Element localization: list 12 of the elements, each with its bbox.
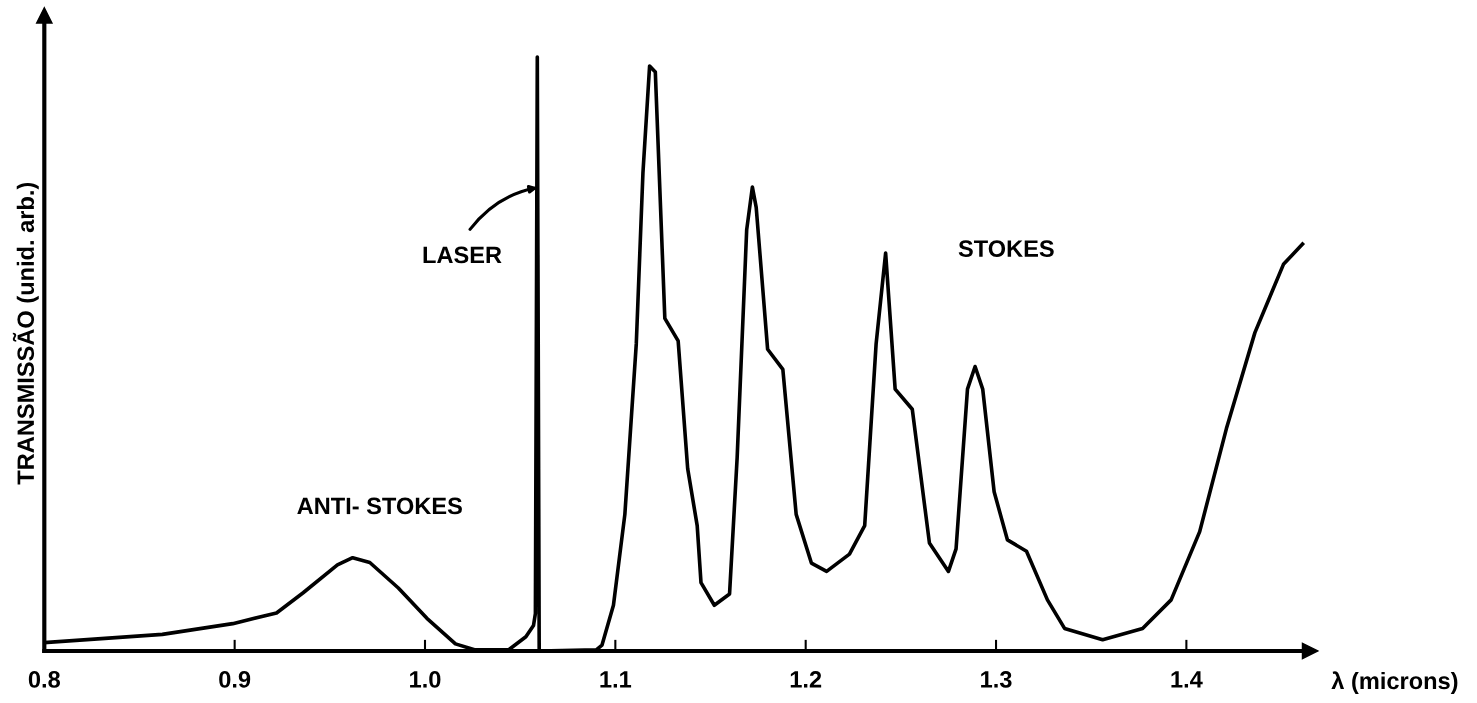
y-axis-title: TRANSMISSÃO (unid. arb.)	[12, 182, 39, 485]
x-tick-label: 0.8	[28, 671, 60, 688]
x-axis-title: λ (microns)	[1331, 671, 1458, 694]
x-tick-label: 0.9	[219, 671, 251, 688]
x-tick-label: 1.3	[981, 671, 1012, 688]
x-tick-label: 1.0	[410, 671, 441, 688]
annotation: LASER	[423, 246, 502, 264]
x-tick-label: 1.2	[790, 671, 822, 688]
x-tick-label: 1.1	[600, 671, 632, 688]
x-tick-label: 1.4	[1171, 671, 1203, 688]
annotation: STOKES	[958, 240, 1054, 257]
annotation: ANTI- STOKES	[297, 497, 462, 515]
